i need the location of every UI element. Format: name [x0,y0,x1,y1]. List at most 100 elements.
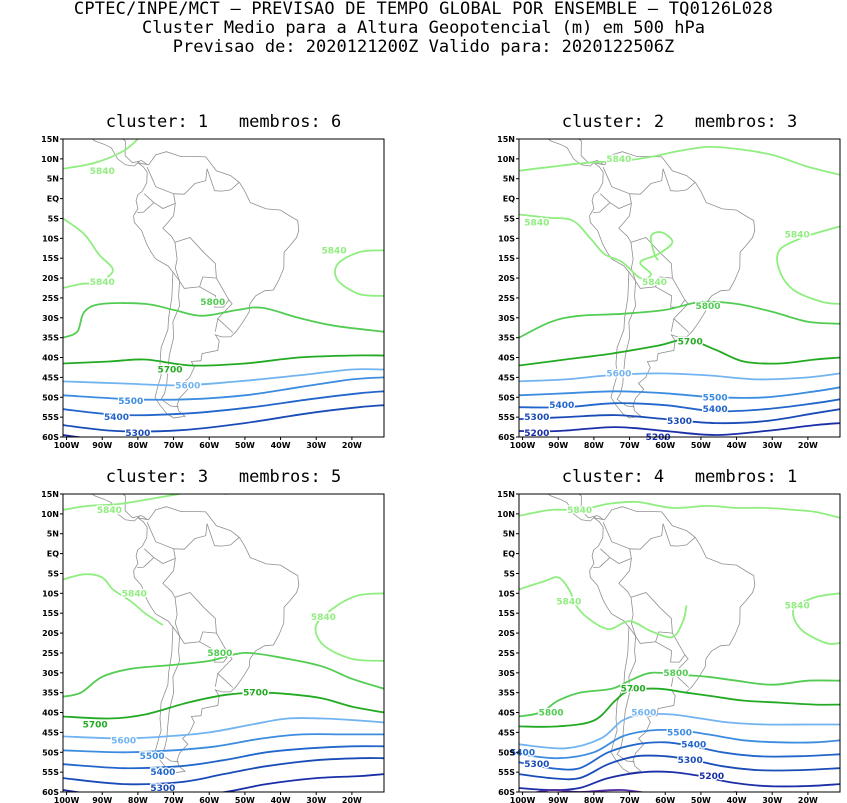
lat-tick-label: 50S [42,393,59,402]
lat-tick-label: 10S [498,589,515,598]
lat-tick-label: EQ [503,550,515,559]
contour-label: 5800 [663,669,688,679]
lat-tick-label: 50S [42,748,59,757]
country-border [173,168,208,195]
lat-tick-label: 15N [497,490,515,499]
lon-tick-label: 40W [271,796,291,803]
lat-tick-label: 5N [47,530,59,539]
country-border [670,318,675,332]
contour-5400 [519,398,840,413]
lat-tick-label: 10S [42,234,59,243]
lat-tick-label: 55S [42,768,59,777]
contour-5700 [519,687,840,728]
lat-tick-label: 10S [42,589,59,598]
country-border [616,626,637,763]
lat-tick-label: 45S [42,373,59,382]
lat-tick-label: 15S [498,609,515,618]
lat-tick-label: 35S [42,689,59,698]
contour-label: 5300 [667,417,692,427]
lon-tick-label: 60W [199,441,219,450]
panel-title: cluster: 4 membros: 1 [561,467,798,487]
coastline-south-america [133,506,300,774]
lat-tick-label: 50S [498,748,515,757]
lat-tick-label: 5S [504,569,516,578]
contour-5840 [314,592,384,662]
map-layers [519,494,840,792]
contour-5700 [63,691,384,720]
country-border [199,286,230,308]
lat-tick-label: 35S [498,334,515,343]
country-border [137,557,155,568]
lon-tick-label: 70W [620,441,640,450]
lon-tick-label: 20W [342,441,362,450]
country-border [206,168,240,192]
country-border [162,203,234,333]
contour-label: 5400 [150,768,175,778]
map-layers [63,494,384,792]
contour-label: 5800 [207,649,232,659]
lat-tick-label: 25S [42,294,59,303]
lat-tick-label: 40S [42,709,59,718]
plot-frame [518,138,841,438]
contour-5600 [63,368,384,387]
lon-tick-label: 50W [691,796,711,803]
contour-5300 [63,404,384,433]
lon-tick-label: 70W [620,796,640,803]
country-border [214,673,219,687]
lat-tick-label: 30S [498,314,515,323]
lon-tick-label: 100W [54,796,80,803]
contour-label: 5700 [83,720,108,730]
coastline-central-america-caribbean [122,139,148,165]
lon-tick-label: 80W [128,796,148,803]
lon-tick-label: 20W [798,796,818,803]
contour-label: 5600 [631,709,656,719]
country-border [137,202,155,213]
contour-label: 5700 [243,689,268,699]
lat-tick-label: 25S [498,294,515,303]
country-border [670,673,675,687]
country-border [174,242,217,289]
contour-5840 [519,213,674,280]
coastline-central-america-pacific [547,494,596,522]
contour-5200 [63,434,85,437]
lat-tick-label: 10S [498,234,515,243]
lon-tick-label: 60W [199,796,219,803]
contour-label: 5840 [556,597,581,607]
plot-frame [518,493,841,793]
lat-tick-label: 15S [42,609,59,618]
contour-5300 [63,757,384,786]
lat-tick-label: 20S [498,629,515,638]
contour-5500 [519,728,840,760]
contour-label: 5840 [97,506,122,516]
contour-5500 [519,386,840,399]
lon-tick-label: 90W [92,796,112,803]
lat-tick-label: 40S [498,709,515,718]
lat-tick-label: 5N [503,530,515,539]
lat-tick-label: 40S [498,354,515,363]
contour-5400 [63,745,384,770]
contour-5600 [519,713,840,750]
contour-5100 [533,789,647,792]
country-border [616,271,637,408]
lat-tick-label: 40S [42,354,59,363]
lon-tick-label: 100W [510,441,536,450]
lon-tick-label: 100W [54,441,80,450]
contour-label: 5500 [703,393,728,403]
contour-label: 5200 [646,433,671,443]
contour-5200 [63,773,384,792]
country-border [629,523,664,550]
panel-title: cluster: 3 membros: 5 [105,467,342,487]
coastline-south-america [589,506,756,774]
contour-5840 [63,139,139,170]
contour-label: 5400 [510,748,535,758]
coastline-south-america [589,151,756,419]
contour-label: 5800 [200,298,225,308]
contour-5600 [519,372,840,383]
lat-tick-label: 10N [497,510,515,519]
lat-tick-label: 15N [497,135,515,144]
contour-label: 5500 [140,752,165,762]
contour-5840 [519,145,840,176]
